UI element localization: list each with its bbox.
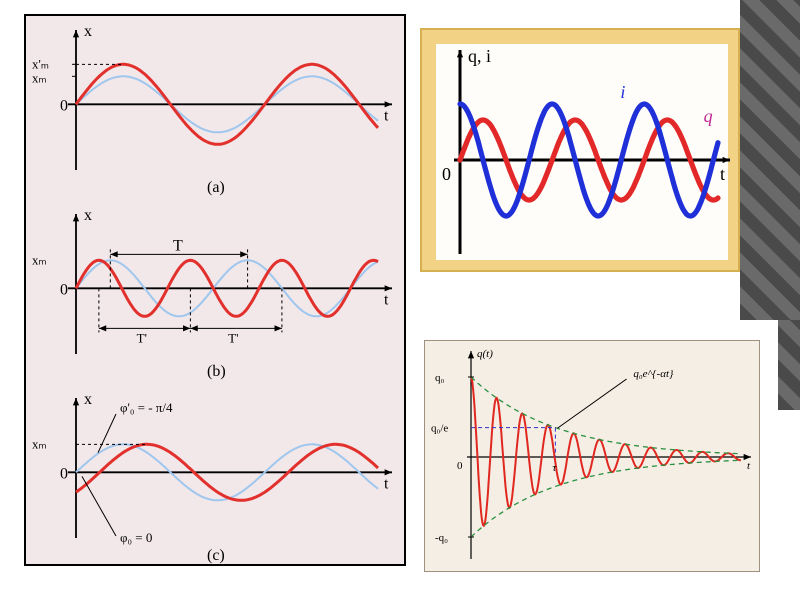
right-bottom-svg: q(t)tq₀-q₀q₀/e0τq₀e^{-αt}: [425, 341, 761, 573]
svg-text:0: 0: [442, 164, 451, 184]
svg-text:q₀e^{-αt}: q₀e^{-αt}: [633, 368, 674, 380]
left-svg: xt0(a)x'ₘxₘxt0(b)xₘTT'T'xt0(c)xₘφ'₀ = - …: [26, 16, 408, 568]
svg-text:xₘ: xₘ: [32, 252, 47, 267]
left-panel: xt0(a)x'ₘxₘxt0(b)xₘTT'T'xt0(c)xₘφ'₀ = - …: [24, 14, 406, 566]
svg-text:(c): (c): [207, 547, 225, 564]
right-top-svg: q, i t 0 i q: [422, 30, 742, 274]
svg-text:x: x: [84, 207, 92, 224]
svg-text:T': T': [137, 330, 147, 345]
svg-text:-q₀: -q₀: [435, 532, 448, 544]
svg-text:x: x: [84, 391, 92, 408]
svg-text:q₀: q₀: [435, 372, 445, 384]
svg-text:0: 0: [60, 281, 68, 298]
svg-text:q(t): q(t): [477, 348, 493, 360]
svg-text:φ'₀ = - π/4: φ'₀ = - π/4: [120, 400, 173, 415]
svg-text:t: t: [384, 107, 389, 124]
svg-text:t: t: [720, 164, 725, 184]
svg-text:T': T': [228, 330, 238, 345]
svg-text:0: 0: [457, 460, 463, 472]
svg-text:T: T: [173, 237, 183, 254]
svg-text:φ₀ = 0: φ₀ = 0: [120, 530, 152, 545]
svg-text:q₀/e: q₀/e: [431, 423, 448, 435]
svg-text:x: x: [84, 23, 92, 40]
decor-pattern: [740, 0, 800, 320]
svg-text:t: t: [384, 475, 389, 492]
svg-text:0: 0: [60, 97, 68, 114]
right-top-panel: q, i t 0 i q: [420, 28, 740, 272]
decor-pattern-2: [778, 320, 800, 410]
svg-text:xₘ: xₘ: [32, 70, 47, 85]
svg-text:(a): (a): [207, 179, 225, 196]
svg-text:(b): (b): [207, 363, 226, 380]
svg-text:q: q: [704, 106, 713, 126]
svg-text:q, i: q, i: [468, 46, 491, 66]
right-bottom-panel: q(t)tq₀-q₀q₀/e0τq₀e^{-αt}: [424, 340, 760, 572]
svg-text:t: t: [747, 460, 751, 472]
svg-text:xₘ: xₘ: [32, 436, 47, 451]
svg-text:x'ₘ: x'ₘ: [32, 56, 49, 71]
svg-text:0: 0: [60, 465, 68, 482]
svg-text:t: t: [384, 291, 389, 308]
svg-text:i: i: [620, 82, 625, 102]
